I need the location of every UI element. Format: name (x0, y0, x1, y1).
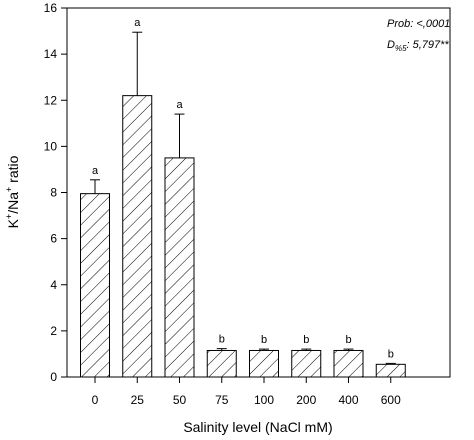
y-tick-label: 8 (50, 186, 57, 200)
significance-letter: b (219, 334, 225, 346)
significance-letter: a (176, 99, 183, 111)
y-tick-label: 2 (50, 324, 57, 338)
x-tick-label: 600 (381, 393, 401, 407)
y-tick-label: 4 (50, 278, 57, 292)
d5-main: D (387, 39, 395, 51)
y-tick-label: 0 (50, 370, 57, 384)
x-axis-title: Salinity level (NaCl mM) (183, 419, 332, 435)
bar (122, 95, 153, 378)
y-tick-label: 14 (44, 47, 58, 61)
bar (80, 193, 110, 378)
prob-annotation: Prob: <,0001 (387, 18, 450, 30)
x-tick-label: 100 (254, 393, 274, 407)
y-axis: 0 2 4 6 8 10 12 14 16 (44, 1, 67, 384)
x-tick-label: 25 (131, 393, 145, 407)
bar (333, 349, 364, 378)
y-title-ratio: ratio (5, 155, 21, 186)
x-axis: 0 25 50 75 100 200 400 600 (92, 377, 401, 407)
x-tick-label: 200 (296, 393, 316, 407)
y-tick-label: 6 (50, 232, 57, 246)
significance-letter: b (303, 334, 309, 346)
d5-sub: %5 (395, 44, 407, 53)
bars: a a a b b b b b (80, 17, 406, 378)
bar (249, 349, 279, 378)
x-tick-label: 50 (173, 393, 187, 407)
y-axis-title: K+/Na+ ratio (4, 155, 21, 228)
x-tick-label: 75 (215, 393, 229, 407)
significance-letter: b (388, 348, 394, 360)
significance-letter: a (92, 165, 99, 177)
significance-letter: b (345, 334, 351, 346)
x-tick-label: 400 (338, 393, 358, 407)
y-title-na: /Na (5, 192, 21, 214)
bar (291, 349, 322, 378)
significance-letter: b (261, 334, 267, 346)
d5-annotation: D%5: 5,797** (387, 39, 449, 53)
significance-letter: a (134, 17, 141, 29)
bar (164, 157, 195, 378)
x-tick-label: 0 (92, 393, 99, 407)
d5-value: : 5,797** (407, 39, 450, 51)
bar (375, 363, 406, 378)
y-title-na-sup: + (4, 187, 14, 192)
y-tick-label: 16 (44, 1, 58, 15)
y-tick-label: 10 (44, 139, 58, 153)
y-title-k: K (5, 218, 21, 228)
bar (206, 349, 237, 378)
y-title-k-sup: + (4, 214, 14, 219)
y-tick-label: 12 (44, 93, 58, 107)
